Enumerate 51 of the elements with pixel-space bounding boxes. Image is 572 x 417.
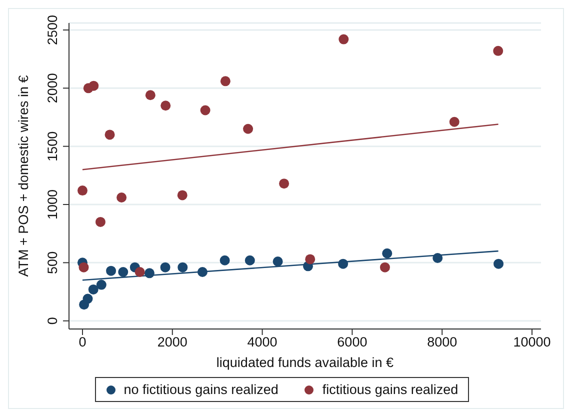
point bbox=[494, 258, 504, 269]
point bbox=[243, 124, 254, 134]
x-tick-label: 10000 bbox=[513, 334, 551, 350]
point bbox=[382, 248, 392, 258]
point bbox=[220, 76, 230, 86]
point bbox=[116, 192, 127, 203]
y-axis-title: ATM + POS + domestic wires in € bbox=[16, 74, 31, 277]
point bbox=[95, 216, 106, 227]
point bbox=[220, 255, 230, 266]
y-tick-label: 1500 bbox=[45, 131, 60, 162]
point bbox=[279, 178, 290, 189]
legend-label: fictitious gains realized bbox=[321, 382, 458, 397]
point bbox=[338, 34, 349, 44]
y-tick-label: 0 bbox=[45, 317, 60, 325]
point bbox=[160, 100, 171, 111]
point bbox=[338, 258, 348, 269]
y-tick-label: 2500 bbox=[45, 14, 60, 46]
point bbox=[78, 262, 89, 272]
point bbox=[96, 280, 106, 290]
x-axis-title: liquidated funds available in € bbox=[216, 355, 394, 370]
point bbox=[380, 262, 390, 272]
point bbox=[77, 186, 88, 196]
y-tick-label: 2000 bbox=[45, 73, 60, 104]
point bbox=[200, 105, 210, 116]
point bbox=[305, 254, 316, 264]
point bbox=[197, 266, 208, 277]
point bbox=[88, 80, 99, 91]
x-tick-label: 8000 bbox=[427, 334, 458, 350]
point bbox=[178, 262, 188, 272]
y-tick-label: 500 bbox=[45, 251, 60, 274]
point bbox=[104, 130, 115, 140]
point bbox=[160, 262, 170, 272]
point bbox=[145, 90, 156, 100]
point bbox=[88, 284, 98, 294]
point bbox=[244, 255, 255, 266]
point bbox=[82, 294, 93, 304]
point bbox=[493, 46, 504, 56]
x-tick-label: 2000 bbox=[157, 334, 188, 350]
point bbox=[106, 266, 116, 276]
point bbox=[432, 253, 443, 264]
legend-label: no fictitious gains realized bbox=[122, 382, 278, 397]
point bbox=[134, 266, 145, 277]
point bbox=[449, 116, 460, 127]
point bbox=[177, 190, 188, 200]
point bbox=[272, 256, 283, 267]
x-tick-label: 4000 bbox=[247, 334, 278, 350]
x-tick-label: 6000 bbox=[337, 334, 368, 350]
point bbox=[144, 268, 154, 278]
y-tick-label: 1000 bbox=[45, 189, 60, 220]
x-tick-label: 0 bbox=[78, 334, 86, 350]
point bbox=[118, 266, 128, 277]
